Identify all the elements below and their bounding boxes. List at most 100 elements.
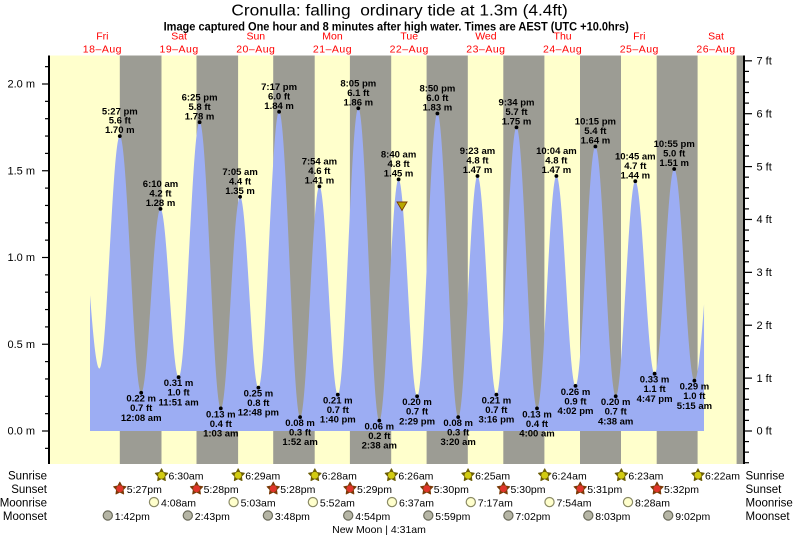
svg-text:1.41 m: 1.41 m (305, 176, 335, 187)
svg-text:4.8 ft: 4.8 ft (466, 156, 489, 167)
svg-text:3:48pm: 3:48pm (275, 511, 310, 523)
svg-text:8:03pm: 8:03pm (595, 511, 630, 523)
svg-text:6:25am: 6:25am (475, 471, 510, 483)
svg-text:5.4 ft: 5.4 ft (584, 126, 607, 137)
svg-text:3:16 pm: 3:16 pm (478, 415, 514, 426)
svg-text:Fri: Fri (96, 31, 108, 43)
svg-text:6:10 am: 6:10 am (143, 179, 178, 190)
svg-text:0.4 ft: 0.4 ft (210, 419, 233, 430)
svg-text:4:54pm: 4:54pm (355, 511, 390, 523)
svg-text:0.8 ft: 0.8 ft (247, 398, 270, 409)
svg-text:6:28am: 6:28am (322, 471, 357, 483)
svg-text:0.4 ft: 0.4 ft (526, 419, 549, 430)
svg-text:4.8 ft: 4.8 ft (545, 156, 568, 167)
svg-text:1:52 am: 1:52 am (282, 437, 317, 448)
svg-text:2 ft: 2 ft (757, 320, 772, 332)
svg-text:10:04 am: 10:04 am (536, 146, 577, 157)
svg-text:5:59pm: 5:59pm (435, 511, 470, 523)
svg-text:4 ft: 4 ft (757, 214, 772, 226)
svg-text:8:28am: 8:28am (635, 498, 670, 510)
svg-text:10:55 pm: 10:55 pm (654, 139, 695, 150)
svg-text:20–Aug: 20–Aug (236, 44, 275, 56)
svg-text:3:20 am: 3:20 am (441, 437, 476, 448)
svg-text:12:08 am: 12:08 am (121, 413, 162, 424)
svg-text:0.20 m: 0.20 m (601, 397, 631, 408)
svg-text:8:40 am: 8:40 am (381, 150, 416, 161)
svg-text:21–Aug: 21–Aug (313, 44, 352, 56)
svg-text:Sat: Sat (171, 31, 187, 43)
svg-text:Fri: Fri (633, 31, 645, 43)
svg-text:7:17 pm: 7:17 pm (261, 82, 297, 93)
svg-text:Moonrise: Moonrise (746, 498, 793, 510)
svg-text:1.28 m: 1.28 m (146, 198, 176, 209)
svg-text:6:23am: 6:23am (628, 471, 663, 483)
svg-text:5.8 ft: 5.8 ft (189, 102, 212, 113)
svg-text:0 ft: 0 ft (757, 426, 772, 438)
svg-text:0.7 ft: 0.7 ft (406, 407, 429, 418)
svg-text:6:30am: 6:30am (169, 471, 204, 483)
svg-text:0.2 ft: 0.2 ft (368, 431, 391, 442)
svg-text:2:29 pm: 2:29 pm (399, 416, 435, 427)
svg-text:2.0 m: 2.0 m (7, 79, 35, 91)
svg-text:0.21 m: 0.21 m (323, 396, 353, 407)
svg-text:New Moon | 4:31am: New Moon | 4:31am (332, 524, 426, 536)
svg-text:25–Aug: 25–Aug (620, 44, 659, 56)
svg-text:2:38 am: 2:38 am (362, 441, 397, 452)
svg-text:0.20 m: 0.20 m (402, 397, 432, 408)
svg-text:1.1 ft: 1.1 ft (644, 384, 667, 395)
svg-text:1.47 m: 1.47 m (542, 165, 572, 176)
svg-text:1.84 m: 1.84 m (264, 101, 294, 112)
svg-text:1.75 m: 1.75 m (502, 117, 532, 128)
svg-text:5:15 am: 5:15 am (677, 401, 712, 412)
svg-text:0.3 ft: 0.3 ft (289, 428, 312, 439)
svg-text:5:30pm: 5:30pm (511, 484, 546, 496)
svg-text:26–Aug: 26–Aug (696, 44, 735, 56)
svg-text:0.5 m: 0.5 m (7, 339, 35, 351)
svg-text:23–Aug: 23–Aug (466, 44, 505, 56)
svg-text:Moonrise: Moonrise (0, 498, 47, 510)
svg-text:11:51 am: 11:51 am (159, 397, 199, 408)
svg-text:5:27pm: 5:27pm (127, 484, 162, 496)
svg-text:5:29pm: 5:29pm (357, 484, 392, 496)
svg-text:6 ft: 6 ft (757, 108, 772, 120)
svg-text:4.2 ft: 4.2 ft (149, 189, 172, 200)
svg-text:0.31 m: 0.31 m (164, 378, 194, 389)
svg-text:5.7 ft: 5.7 ft (505, 107, 528, 118)
svg-text:Sunset: Sunset (746, 484, 783, 496)
svg-text:Tue: Tue (400, 31, 418, 43)
svg-text:24–Aug: 24–Aug (543, 44, 582, 56)
svg-text:9:23 am: 9:23 am (460, 146, 495, 157)
svg-text:0.08 m: 0.08 m (285, 418, 315, 429)
svg-text:4:38 am: 4:38 am (598, 416, 633, 427)
svg-text:6:29am: 6:29am (245, 471, 280, 483)
svg-text:1.45 m: 1.45 m (384, 169, 414, 180)
svg-text:5:52am: 5:52am (320, 498, 355, 510)
svg-text:5:27 pm: 5:27 pm (102, 106, 138, 117)
svg-text:0.9 ft: 0.9 ft (564, 396, 587, 407)
svg-text:Moonset: Moonset (3, 511, 48, 523)
svg-text:Cronulla: falling ordinary ti: Cronulla: falling ordinary tide at 1.3m … (231, 3, 567, 20)
svg-text:6:24am: 6:24am (552, 471, 587, 483)
svg-text:0.13 m: 0.13 m (522, 409, 552, 420)
svg-text:6:37am: 6:37am (399, 498, 434, 510)
svg-text:Sun: Sun (246, 31, 265, 43)
svg-text:1:42pm: 1:42pm (115, 511, 150, 523)
svg-text:8:05 pm: 8:05 pm (340, 79, 376, 90)
svg-text:Sat: Sat (708, 31, 724, 43)
svg-text:0.3 ft: 0.3 ft (447, 428, 470, 439)
svg-text:3 ft: 3 ft (757, 267, 772, 279)
svg-text:0.26 m: 0.26 m (561, 387, 591, 398)
svg-text:0.29 m: 0.29 m (680, 382, 710, 393)
svg-text:0.7 ft: 0.7 ft (485, 405, 508, 416)
svg-text:5:28pm: 5:28pm (204, 484, 239, 496)
svg-text:9:02pm: 9:02pm (675, 511, 710, 523)
svg-text:4.8 ft: 4.8 ft (388, 159, 411, 170)
svg-text:Mon: Mon (322, 31, 343, 43)
svg-text:0.22 m: 0.22 m (126, 394, 156, 405)
svg-text:0.06 m: 0.06 m (365, 422, 395, 433)
svg-text:4:08am: 4:08am (161, 498, 196, 510)
svg-text:0.33 m: 0.33 m (640, 375, 670, 386)
svg-text:0.13 m: 0.13 m (206, 409, 236, 420)
svg-text:0.7 ft: 0.7 ft (605, 407, 628, 418)
svg-text:1.83 m: 1.83 m (423, 103, 453, 114)
